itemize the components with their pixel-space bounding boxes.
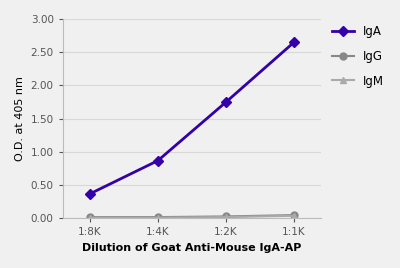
IgA (156, 159, 160, 162)
IgM (224, 215, 228, 219)
IgA (292, 41, 296, 44)
IgM (292, 214, 296, 217)
IgG (156, 215, 160, 219)
IgM (156, 216, 160, 219)
Line: IgG: IgG (86, 212, 298, 221)
IgM (88, 216, 92, 219)
X-axis label: Dilution of Goat Anti-Mouse IgA-AP: Dilution of Goat Anti-Mouse IgA-AP (82, 243, 302, 253)
IgG (88, 215, 92, 219)
IgA (88, 192, 92, 195)
Legend: IgA, IgG, IgM: IgA, IgG, IgM (332, 25, 384, 88)
Line: IgA: IgA (86, 39, 298, 197)
IgG (292, 214, 296, 217)
IgG (224, 215, 228, 218)
IgA (224, 100, 228, 104)
Line: IgM: IgM (86, 212, 298, 221)
Y-axis label: O.D. at 405 nm: O.D. at 405 nm (15, 76, 25, 161)
